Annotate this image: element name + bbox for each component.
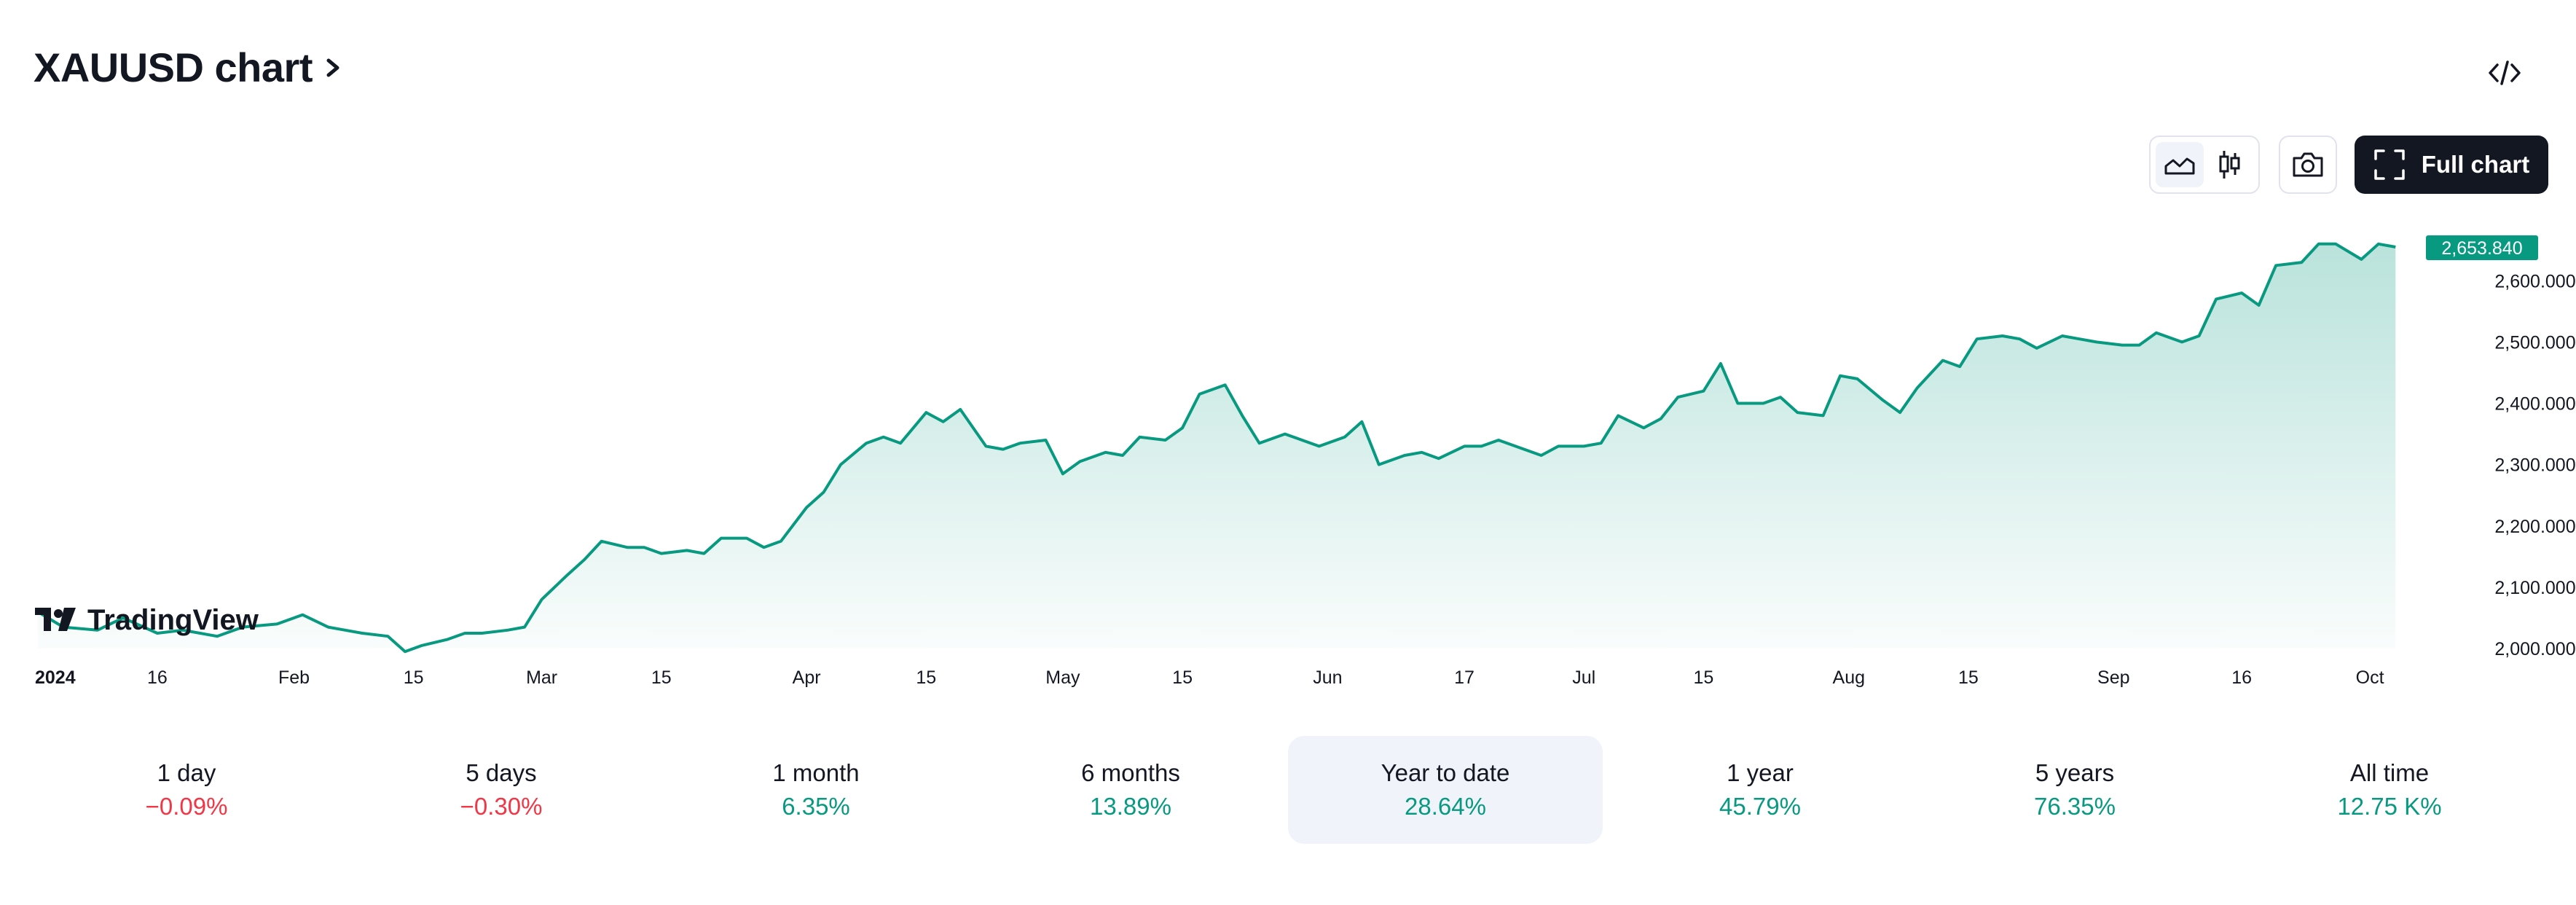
range-change-value: 28.64% xyxy=(1405,793,1486,820)
range-label: 5 years xyxy=(2035,759,2115,786)
range-label: Year to date xyxy=(1381,759,1510,786)
range-label: 6 months xyxy=(1081,759,1180,786)
full-chart-button[interactable]: Full chart xyxy=(2355,136,2548,194)
code-icon xyxy=(2489,60,2521,85)
x-tick-label: 17 xyxy=(1454,667,1474,688)
x-tick-label: 15 xyxy=(404,667,424,688)
range-change-value: 76.35% xyxy=(2034,793,2116,820)
range-1-day[interactable]: 1 day −0.09% xyxy=(29,736,344,844)
x-tick-label: Feb xyxy=(278,667,310,688)
x-tick-label: Oct xyxy=(2356,667,2384,688)
price-chart[interactable]: 2,000.000 2,100.000 2,200.000 2,300.000 2,40… xyxy=(0,211,2576,707)
range-label: 5 days xyxy=(466,759,537,786)
price-line xyxy=(36,242,2396,654)
range-1-year[interactable]: 1 year 45.79% xyxy=(1603,736,1917,844)
x-tick-label: 16 xyxy=(147,667,168,688)
x-tick-label: 15 xyxy=(1172,667,1193,688)
range-all-time[interactable]: All time 12.75 K% xyxy=(2232,736,2547,844)
y-tick-label: 2,600.000 xyxy=(2494,271,2575,291)
x-tick-label: 15 xyxy=(651,667,672,688)
full-chart-label: Full chart xyxy=(2421,151,2530,178)
y-tick-label: 2,200.000 xyxy=(2494,517,2575,537)
fullscreen-icon xyxy=(2373,149,2405,180)
page-title: XAUUSD chart xyxy=(34,44,313,90)
logo-text: TradingView xyxy=(87,604,259,636)
range-change-value: −0.30% xyxy=(460,793,543,820)
y-tick-label: 2,300.000 xyxy=(2494,455,2575,476)
x-tick-label: 15 xyxy=(1958,667,1979,688)
chevron-right-icon xyxy=(326,58,339,77)
tradingview-logo: TradingView xyxy=(35,604,259,636)
range-label: 1 month xyxy=(772,759,860,786)
range-change-value: 13.89% xyxy=(1090,793,1171,820)
area-chart-icon xyxy=(2164,157,2195,175)
x-tick-label: Mar xyxy=(526,667,557,688)
range-5-days[interactable]: 5 days −0.30% xyxy=(344,736,659,844)
range-label: All time xyxy=(2349,759,2430,786)
area-style-button[interactable] xyxy=(2156,142,2204,187)
price-area-fill xyxy=(37,243,2396,652)
last-price-badge: 2,653.840 xyxy=(2426,235,2538,261)
x-tick-label: Jun xyxy=(1313,667,1342,688)
x-axis: 2024 16 Feb 15 Mar 15 Apr 15 May 15 Jun 17 Jul 15 Aug 1… xyxy=(35,667,2384,688)
x-tick-label: 15 xyxy=(1694,667,1714,688)
range-change-value: 6.35% xyxy=(782,793,850,820)
range-change-value: 45.79% xyxy=(1719,793,1801,820)
range-label: 1 year xyxy=(1727,759,1794,786)
candles-icon xyxy=(2219,151,2240,179)
x-tick-label: Aug xyxy=(1833,667,1865,688)
range-change-value: 12.75 K% xyxy=(2337,793,2442,820)
y-tick-label: 2,000.000 xyxy=(2494,639,2575,659)
snapshot-button[interactable] xyxy=(2279,136,2337,194)
y-tick-label: 2,500.000 xyxy=(2494,332,2575,353)
range-change-value: −0.09% xyxy=(145,793,228,820)
performance-ranges: 1 day −0.09% 5 days −0.30% 1 month 6.35% 6 mon… xyxy=(29,736,2547,844)
x-tick-label: Jul xyxy=(1572,667,1595,688)
y-tick-label: 2,100.000 xyxy=(2494,578,2575,598)
x-tick-label: May xyxy=(1045,667,1080,688)
x-tick-label: Sep xyxy=(2097,667,2129,688)
range-year-to-date[interactable]: Year to date 28.64% xyxy=(1288,736,1603,844)
range-label: 1 day xyxy=(157,759,216,786)
range-6-months[interactable]: 6 months 13.89% xyxy=(973,736,1288,844)
x-tick-label: Apr xyxy=(793,667,821,688)
camera-icon xyxy=(2293,152,2323,177)
x-tick-label: 16 xyxy=(2231,667,2252,688)
y-axis: 2,000.000 2,100.000 2,200.000 2,300.000 2,40… xyxy=(2494,271,2575,659)
embed-code-button[interactable] xyxy=(2484,52,2525,93)
range-1-month[interactable]: 1 month 6.35% xyxy=(659,736,973,844)
last-price-label: 2,653.840 xyxy=(2441,238,2522,259)
chart-title-link[interactable]: XAUUSD chart xyxy=(34,44,345,91)
x-tick-label: 15 xyxy=(916,667,936,688)
chart-style-toggle xyxy=(2149,136,2260,194)
range-5-years[interactable]: 5 years 76.35% xyxy=(1917,736,2232,844)
y-tick-label: 2,400.000 xyxy=(2494,394,2575,415)
x-tick-label: 2024 xyxy=(35,667,76,688)
candles-style-button[interactable] xyxy=(2205,142,2253,187)
